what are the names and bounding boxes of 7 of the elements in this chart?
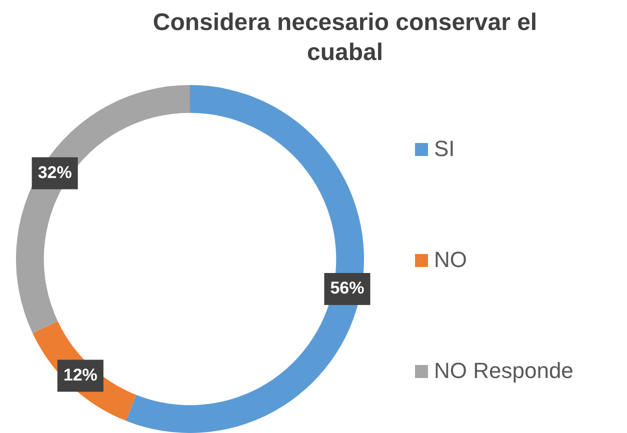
legend-label: NO Responde	[434, 358, 574, 384]
legend-label: NO	[434, 247, 467, 273]
legend-label: SI	[434, 136, 455, 162]
data-label: 56%	[330, 278, 364, 298]
chart-title: Considera necesario conservar el cuabal	[152, 8, 538, 68]
data-label: 32%	[38, 162, 72, 182]
data-label: 12%	[63, 365, 98, 384]
